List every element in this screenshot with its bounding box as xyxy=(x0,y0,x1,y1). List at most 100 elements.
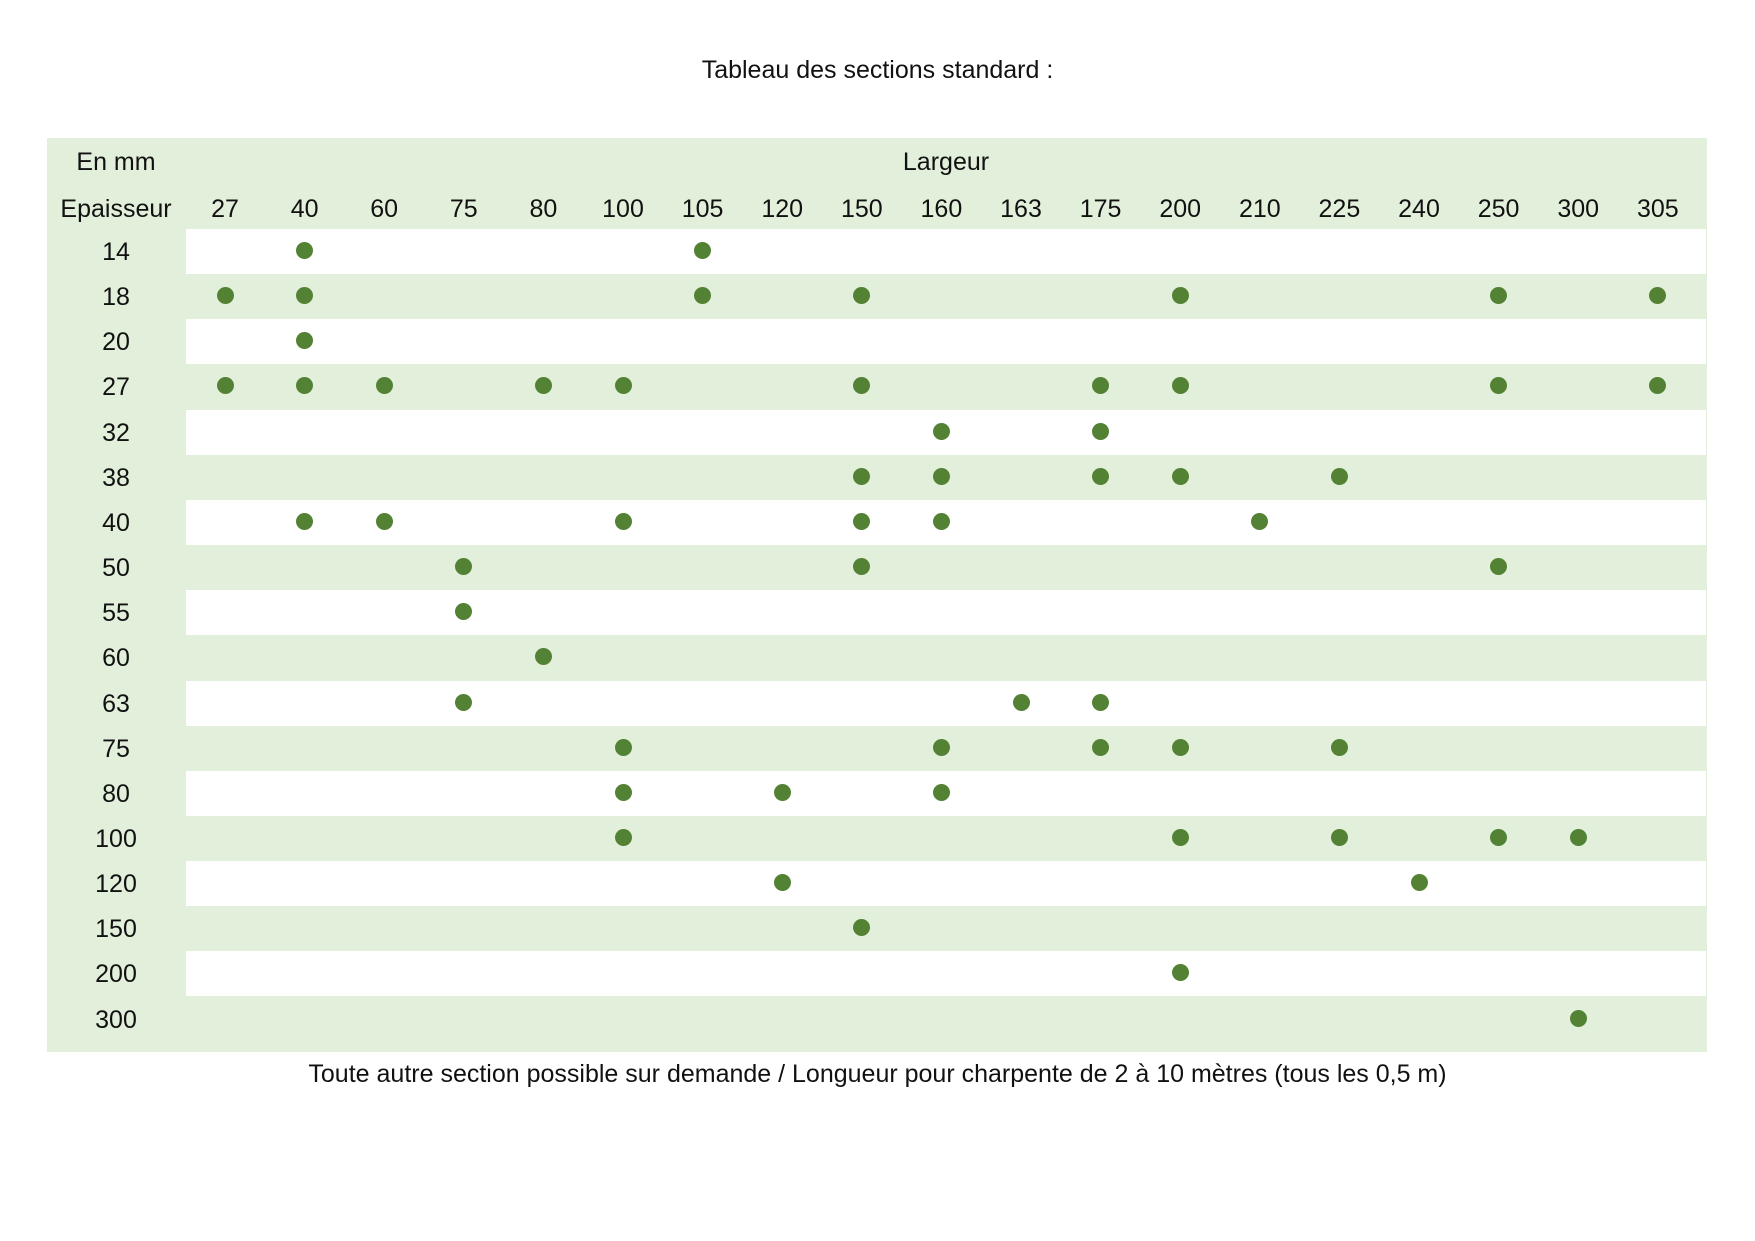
availability-dot-63x75 xyxy=(455,693,473,711)
row-band xyxy=(186,861,1706,907)
col-header-60: 60 xyxy=(370,195,399,223)
col-header-150: 150 xyxy=(840,195,883,223)
availability-dot-40x40 xyxy=(296,512,314,530)
availability-dot-300x300 xyxy=(1569,1009,1587,1027)
table-row: 14 xyxy=(47,229,1707,275)
row-band xyxy=(186,996,1706,1042)
availability-dot-63x175 xyxy=(1092,693,1110,711)
row-label-80: 80 xyxy=(102,779,130,808)
availability-dot-100x100 xyxy=(614,828,632,846)
table-row: 150 xyxy=(47,906,1707,952)
availability-dot-40x60 xyxy=(375,512,393,530)
row-label-40: 40 xyxy=(102,508,130,537)
row-label-63: 63 xyxy=(102,689,130,718)
row-band xyxy=(186,319,1706,365)
col-header-240: 240 xyxy=(1398,195,1440,223)
availability-dot-100x250 xyxy=(1490,828,1508,846)
row-label-120: 120 xyxy=(95,870,137,899)
table-row: 20 xyxy=(47,319,1707,365)
availability-dot-75x100 xyxy=(614,738,632,756)
row-band xyxy=(186,364,1706,410)
table-row: 80 xyxy=(47,770,1707,817)
col-header-175: 175 xyxy=(1079,195,1122,223)
table-row: 100 xyxy=(47,815,1707,862)
availability-dot-27x80 xyxy=(534,377,552,395)
availability-dot-38x200 xyxy=(1171,467,1189,485)
row-band xyxy=(186,815,1706,861)
col-header-27: 27 xyxy=(211,195,239,223)
row-label-50: 50 xyxy=(102,554,130,583)
availability-dot-55x75 xyxy=(455,603,473,621)
availability-dot-80x120 xyxy=(773,783,791,801)
row-band xyxy=(186,635,1706,681)
availability-dot-40x150 xyxy=(853,512,871,530)
col-header-120: 120 xyxy=(761,195,804,223)
availability-dot-38x160 xyxy=(932,467,950,485)
availability-dot-18x150 xyxy=(853,287,871,305)
availability-dot-20x40 xyxy=(296,332,314,350)
availability-dot-27x250 xyxy=(1490,377,1508,395)
availability-dot-27x200 xyxy=(1171,377,1189,395)
table-row: 50 xyxy=(47,545,1707,591)
table-row: 200 xyxy=(47,951,1707,997)
table-row: 55 xyxy=(47,590,1707,636)
availability-dot-18x200 xyxy=(1171,287,1189,305)
row-label-20: 20 xyxy=(102,328,130,357)
footer-note: Toute autre section possible sur demande… xyxy=(308,1060,1447,1088)
availability-dot-27x305 xyxy=(1649,377,1667,395)
col-header-210: 210 xyxy=(1238,195,1281,223)
col-header-80: 80 xyxy=(529,195,558,223)
availability-dot-63x163 xyxy=(1012,693,1030,711)
col-header-300: 300 xyxy=(1557,195,1600,223)
availability-dot-14x40 xyxy=(296,242,314,259)
table-row: 60 xyxy=(47,635,1707,681)
availability-dot-27x100 xyxy=(614,377,632,395)
col-header-225: 225 xyxy=(1318,195,1361,223)
row-label-55: 55 xyxy=(102,599,130,628)
table-row: 32 xyxy=(47,409,1707,456)
col-header-75: 75 xyxy=(449,195,478,223)
col-header-200: 200 xyxy=(1159,195,1202,223)
table-row: 27 xyxy=(47,364,1707,410)
availability-dot-18x250 xyxy=(1490,287,1508,305)
availability-dot-32x175 xyxy=(1092,422,1110,440)
sections-table: En mm Epaisseur Largeur 27 40 60 75 80 100 105… xyxy=(47,138,1707,1052)
table-row: 300 xyxy=(47,996,1707,1043)
row-band xyxy=(186,951,1706,997)
availability-dot-150x150 xyxy=(853,919,871,937)
row-band xyxy=(186,229,1706,274)
availability-dot-38x150 xyxy=(853,467,871,485)
availability-dot-60x80 xyxy=(534,648,552,666)
availability-dot-40x210 xyxy=(1251,512,1269,530)
row-label-200: 200 xyxy=(95,960,137,989)
availability-dot-75x225 xyxy=(1330,738,1348,756)
col-header-40: 40 xyxy=(290,195,319,223)
row-label-14: 14 xyxy=(102,238,130,266)
availability-dot-40x100 xyxy=(614,512,632,530)
availability-dot-50x150 xyxy=(853,558,871,576)
availability-dot-27x40 xyxy=(296,377,314,395)
col-header-163: 163 xyxy=(1000,195,1042,223)
row-label-75: 75 xyxy=(102,734,130,763)
availability-dot-80x160 xyxy=(932,783,950,801)
corner-unit-label: En mm xyxy=(76,148,156,176)
availability-dot-120x240 xyxy=(1410,874,1428,892)
thickness-header: Epaisseur xyxy=(60,195,172,223)
row-label-38: 38 xyxy=(102,463,130,492)
col-header-305: 305 xyxy=(1636,195,1679,223)
table-row: 63 xyxy=(47,680,1707,727)
row-label-300: 300 xyxy=(95,1005,137,1034)
availability-dot-18x105 xyxy=(694,287,712,305)
availability-dot-38x175 xyxy=(1092,467,1110,485)
row-band xyxy=(186,590,1706,636)
availability-dot-27x60 xyxy=(375,377,393,395)
availability-dot-80x100 xyxy=(614,783,632,801)
col-header-160: 160 xyxy=(920,195,963,223)
row-label-150: 150 xyxy=(95,915,137,944)
availability-dot-75x160 xyxy=(932,738,950,756)
availability-dot-18x27 xyxy=(216,287,234,305)
availability-dot-100x225 xyxy=(1330,828,1348,846)
row-band xyxy=(186,906,1706,952)
col-header-100: 100 xyxy=(602,195,644,223)
availability-dot-27x150 xyxy=(853,377,871,395)
